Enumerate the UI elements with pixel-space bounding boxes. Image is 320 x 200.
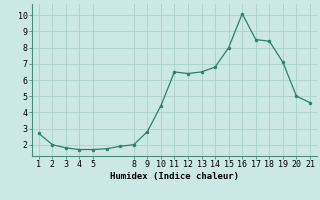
X-axis label: Humidex (Indice chaleur): Humidex (Indice chaleur) — [110, 172, 239, 181]
